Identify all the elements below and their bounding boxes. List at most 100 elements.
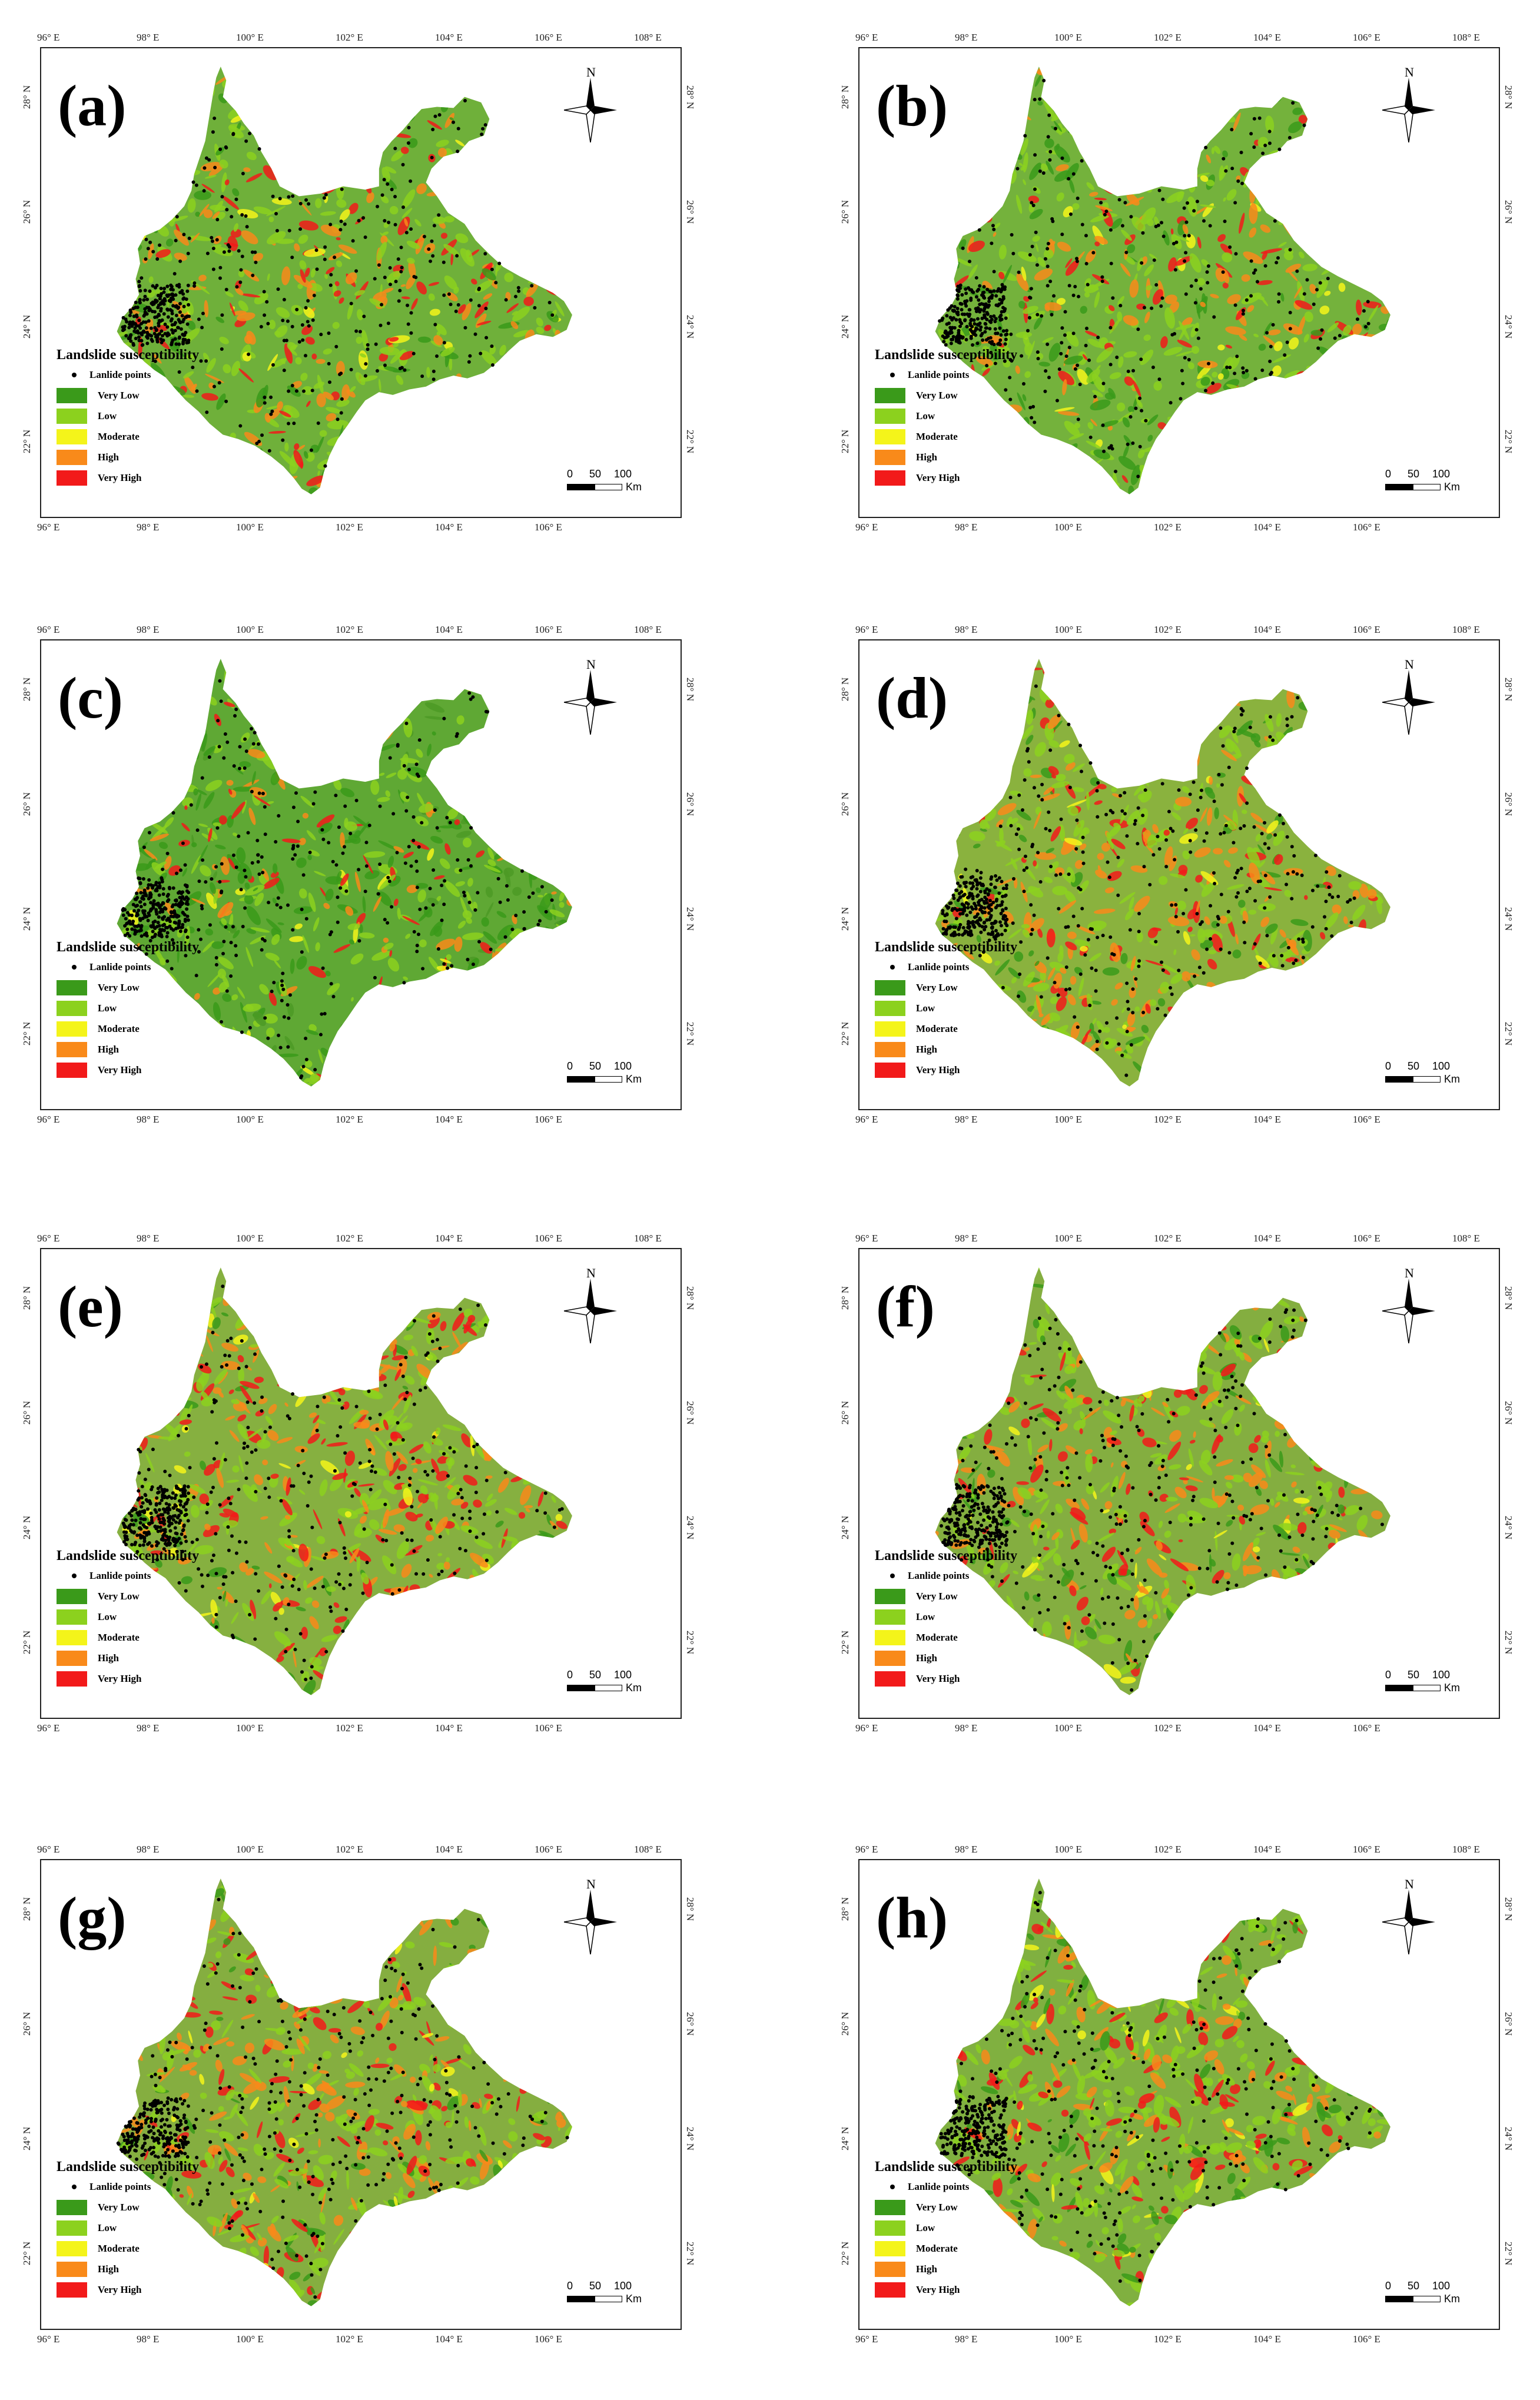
landslide-point <box>985 287 990 291</box>
landslide-point <box>1078 383 1083 387</box>
landslide-point <box>946 906 950 910</box>
landslide-point <box>960 1558 964 1562</box>
landslide-point <box>1094 989 1098 993</box>
landslide-point <box>386 182 390 186</box>
landslide-point <box>1048 280 1053 284</box>
landslide-point <box>990 2069 994 2073</box>
landslide-point <box>456 2181 460 2185</box>
landslide-point <box>257 2020 261 2024</box>
landslide-point <box>200 2199 204 2203</box>
landslide-point <box>995 1456 999 1460</box>
landslide-point <box>218 1503 223 1507</box>
legend-class-label: Moderate <box>916 1023 958 1034</box>
landslide-point <box>276 287 280 291</box>
landslide-point <box>984 1537 988 1541</box>
landslide-point <box>1007 2033 1011 2037</box>
landslide-point <box>993 1538 997 1542</box>
landslide-point <box>484 307 488 311</box>
landslide-point <box>197 1567 201 1571</box>
landslide-point <box>170 2054 174 2059</box>
landslide-point <box>1104 2076 1108 2080</box>
landslide-point <box>1273 833 1277 837</box>
landslide-point <box>1245 766 1249 770</box>
landslide-point <box>1248 1976 1252 1980</box>
landslide-point <box>1138 396 1142 400</box>
landslide-point <box>192 284 197 288</box>
landslide-point <box>174 2133 178 2137</box>
landslide-point <box>958 884 962 888</box>
landslide-point <box>1048 150 1053 154</box>
landslide-point <box>1056 1421 1060 1425</box>
landslide-point <box>967 286 971 290</box>
landslide-point <box>971 1513 975 1518</box>
landslide-point <box>1080 2211 1084 2215</box>
landslide-point <box>996 1522 1000 1526</box>
landslide-point <box>1286 340 1290 344</box>
landslide-point <box>1223 219 1227 223</box>
landslide-point <box>228 1354 232 1358</box>
landslide-point <box>133 928 137 932</box>
latitude-tick-right: 22° N <box>1503 1022 1515 1046</box>
landslide-point <box>965 2112 970 2116</box>
landslide-point <box>1252 1412 1256 1416</box>
landslide-point <box>1079 1360 1083 1364</box>
landslide-point <box>360 2199 364 2203</box>
landslide-point <box>126 931 130 935</box>
landslide-point <box>1209 1417 1213 1421</box>
landslide-point <box>449 821 453 825</box>
landslide-point <box>1083 2052 1087 2056</box>
landslide-point <box>968 1495 972 1499</box>
landslide-point <box>218 381 222 385</box>
landslide-point <box>157 303 161 307</box>
landslide-point <box>184 338 188 342</box>
landslide-point <box>1049 1574 1053 1578</box>
landslide-point <box>169 1516 173 1520</box>
landslide-point <box>154 2083 158 2087</box>
landslide-point <box>411 838 416 842</box>
landslide-point <box>143 2107 147 2111</box>
landslide-point <box>499 2104 503 2109</box>
landslide-point <box>353 1482 357 1486</box>
legend-swatch <box>875 980 905 995</box>
landslide-point <box>477 940 482 944</box>
landslide-point <box>1194 2028 1199 2032</box>
landslide-point <box>389 283 393 287</box>
landslide-point <box>333 1469 337 1473</box>
landslide-point <box>1136 842 1140 846</box>
landslide-point <box>484 1323 488 1327</box>
landslide-point <box>370 1469 374 1473</box>
legend-swatch <box>57 1000 87 1016</box>
landslide-point <box>1325 870 1329 874</box>
legend-points: Lanlide points <box>875 2181 1017 2193</box>
landslide-point <box>361 2036 366 2040</box>
landslide-point <box>205 1511 209 1515</box>
landslide-point <box>138 900 142 904</box>
landslide-point <box>530 2117 535 2121</box>
landslide-point <box>990 875 994 879</box>
landslide-point <box>977 1506 981 1511</box>
landslide-point <box>1233 201 1237 205</box>
landslide-point <box>1171 2197 1175 2202</box>
landslide-point <box>983 2104 987 2109</box>
landslide-point <box>218 2151 222 2155</box>
landslide-point <box>181 2145 185 2149</box>
landslide-point <box>127 326 131 330</box>
legend-class-label: Low <box>916 1002 935 1014</box>
landslide-point <box>1126 1000 1130 1004</box>
latitude-tick-left: 28° N <box>21 1897 33 1921</box>
longitude-tick-top: 98° E <box>954 1233 978 1244</box>
landslide-point <box>223 250 227 254</box>
landslide-point <box>251 1971 255 1975</box>
landslide-point <box>445 2080 449 2084</box>
landslide-point <box>968 1483 973 1488</box>
landslide-point <box>1224 1425 1228 1429</box>
landslide-point <box>1206 2185 1210 2189</box>
landslide-point <box>1077 924 1081 928</box>
landslide-point <box>138 1521 142 1525</box>
landslide-point <box>1270 2042 1275 2046</box>
landslide-point <box>165 2117 169 2122</box>
landslide-point <box>950 331 954 335</box>
landslide-point <box>1207 264 1211 268</box>
landslide-point <box>1019 940 1023 944</box>
landslide-point <box>962 1504 966 1508</box>
